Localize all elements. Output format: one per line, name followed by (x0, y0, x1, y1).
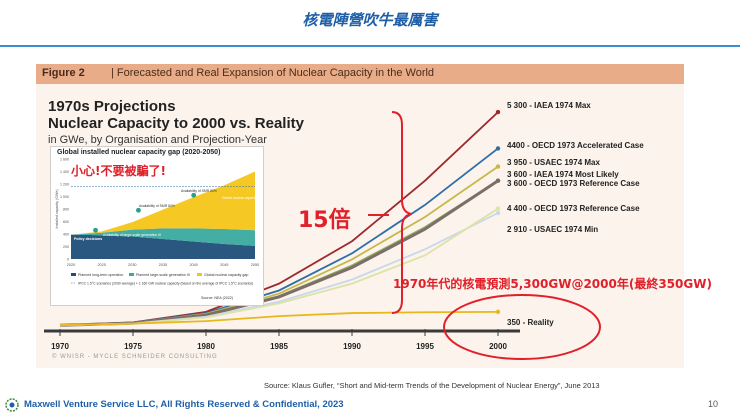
inset-x-tick-label: 2040 (189, 263, 197, 267)
inset-legend-swatch (197, 273, 202, 276)
inset-source: Source: NEA (2022) (201, 296, 233, 300)
inset-chart: Global installed nuclear capacity gap (2… (50, 146, 264, 306)
series-end-label: 350 - Reality (507, 318, 554, 327)
inset-y-tick-label: 1 600 (60, 158, 69, 162)
inset-legend-label: Planned large-scale generation III (136, 273, 190, 277)
inset-milestone-dot (93, 227, 98, 233)
logo-icon (5, 398, 19, 412)
inset-annotation: Policy decisions (74, 237, 102, 241)
inset-area-series (71, 228, 255, 246)
inset-y-tick-label: 400 (63, 233, 69, 237)
inset-legend-swatch (129, 273, 134, 276)
inset-annotation: Availability of SMR 80% (139, 204, 175, 208)
slide-title: 核電陣營吹牛最厲害 (302, 11, 438, 29)
inset-x-tick-label: 2050 (251, 263, 259, 267)
x-tick-label: 1990 (343, 342, 361, 351)
figure-header-text: | Forecasted and Real Expansion of Nucle… (111, 67, 435, 79)
inset-legend-swatch (71, 273, 76, 276)
figure-credit: © WNISR - MYCLE SCHNEIDER CONSULTING (52, 354, 218, 360)
inset-y-tick-label: 1 400 (60, 170, 69, 174)
x-tick-label: 1985 (270, 342, 288, 351)
chart-title: 1970s Projections Nuclear Capacity to 20… (48, 98, 304, 132)
source-text: Source: Klaus Gufler, “Short and Mid-ter… (264, 381, 600, 390)
figure-label: Figure 2 (42, 67, 85, 79)
x-tick-label: 1970 (51, 342, 69, 351)
inset-legend-label: IPCC 1.5°C scenarios (2030 average) + 1 … (78, 282, 253, 286)
red-brace (391, 111, 412, 314)
inset-annotation: Availability of SMR 80% (181, 189, 217, 193)
warning-text: 小心!不要被騙了! (71, 164, 166, 178)
series-end-label: 2 910 - USAEC 1974 Min (507, 225, 598, 234)
series-end-point (495, 109, 501, 115)
inset-x-tick-label: 2035 (159, 263, 167, 267)
series-end-label: 3 600 - OECD 1973 Reference Case (507, 179, 640, 188)
chart-subtitle: in GWe, by Organisation and Projection-Y… (48, 134, 267, 146)
chart-title-line1: 1970s Projections (48, 98, 176, 115)
inset-milestone-dot (136, 207, 141, 213)
inset-y-tick-label: 800 (63, 208, 69, 212)
inset-x-tick-label: 2045 (220, 263, 228, 267)
inset-legend-label: Planned long-term operation (78, 273, 123, 277)
inset-x-tick-label: 2025 (97, 263, 105, 267)
inset-y-tick-label: 1 200 (60, 183, 69, 187)
prediction-note: 1970年代的核電預測5,300GW@2000年(最終350GW) (393, 277, 712, 291)
inset-title: Global installed nuclear capacity gap (2… (57, 149, 221, 156)
series-end-point (495, 309, 501, 315)
x-tick-label: 1980 (197, 342, 215, 351)
chart-title-line2: Nuclear Capacity to 2000 vs. Reality (48, 115, 304, 132)
multiplier-text: 15倍 (298, 208, 351, 233)
series-end-label: 4 400 - OECD 1973 Reference Case (507, 204, 640, 213)
x-tick-label: 2000 (489, 342, 507, 351)
series-end-point (495, 164, 501, 169)
series-end-label: 3 950 - USAEC 1974 Max (507, 158, 600, 167)
inset-x-tick-label: 2030 (128, 263, 136, 267)
inset-y-tick-label: 1 000 (60, 195, 69, 199)
series-end-point (495, 178, 501, 183)
inset-milestone-dot (191, 192, 197, 198)
series-end-label: 3 600 - IAEA 1974 Most Likely (507, 170, 619, 179)
inset-x-tick-label: 2020 (67, 263, 75, 267)
inset-y-tick-label: 600 (63, 220, 69, 224)
page-number: 10 (708, 399, 719, 409)
inset-y-tick-label: 200 (63, 245, 69, 249)
inset-area-series (71, 234, 255, 259)
footer-text: Maxwell Venture Service LLC, All Rights … (24, 399, 344, 410)
inset-y-axis-label: Installed capacity (GWe) (55, 189, 59, 228)
inset-chart-svg: 0 200 400 600 800 1 000 1 200 1 400 1 600 Install… (55, 158, 263, 301)
inset-y-tick-label: 0 (67, 258, 69, 262)
series-end-point (495, 210, 501, 216)
reality-highlight-ellipse (443, 294, 601, 360)
series-end-label: 5 300 - IAEA 1974 Max (507, 101, 591, 110)
inset-area-series (71, 171, 255, 235)
x-tick-label: 1995 (416, 342, 434, 351)
title-divider (0, 45, 740, 47)
figure-header: Figure 2 | Forecasted and Real Expansion… (36, 64, 684, 84)
series-end-label: 4400 - OECD 1973 Accelerated Case (507, 141, 644, 150)
inset-annotation: Availability of large-scale generation I… (103, 233, 161, 237)
series-end-point (495, 146, 501, 151)
inset-annotation: Global nuclear capacity gap (222, 196, 263, 200)
x-tick-label: 1975 (124, 342, 142, 351)
series-line (59, 310, 499, 327)
inset-legend-label: Global nuclear capacity gap (204, 273, 248, 277)
series-end-point (495, 206, 501, 211)
